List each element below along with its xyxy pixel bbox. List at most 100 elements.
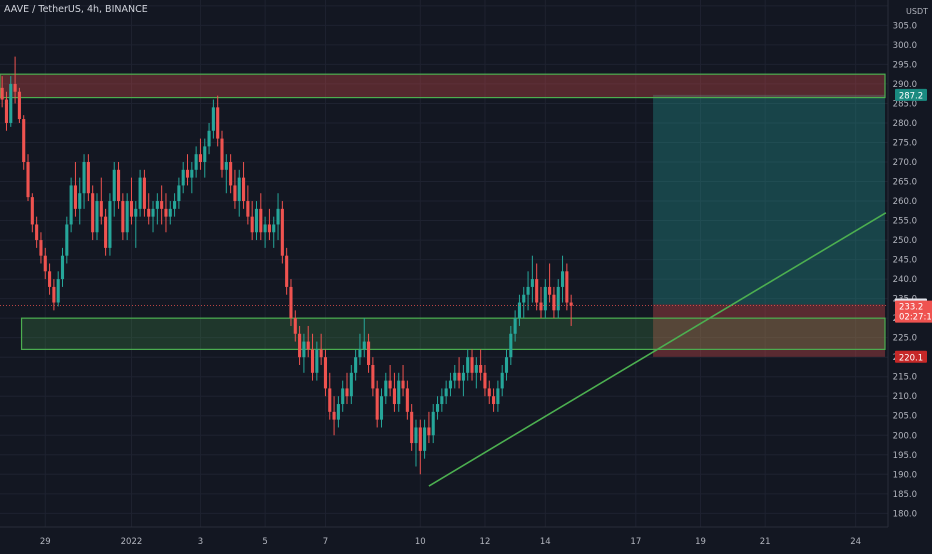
candle	[431, 404, 435, 444]
price-tick-label: 245.0	[893, 256, 917, 266]
candle	[30, 193, 34, 233]
candle-body	[160, 201, 164, 209]
candle-body	[0, 87, 4, 100]
candle	[466, 349, 470, 381]
candle	[267, 208, 271, 241]
candle-body	[500, 372, 504, 389]
candle-body	[216, 107, 220, 139]
candle-body	[332, 411, 336, 420]
candle-body	[198, 154, 202, 163]
candle-body	[384, 380, 388, 397]
candle	[474, 357, 478, 389]
candle-body	[151, 208, 155, 217]
candle	[224, 154, 228, 194]
time-tick-label: 2022	[121, 537, 143, 547]
candle	[332, 396, 336, 436]
price-tick-label: 210.0	[893, 392, 917, 402]
candle	[565, 263, 569, 311]
candle	[522, 286, 526, 319]
candle-body	[194, 154, 198, 170]
candle-body	[276, 208, 280, 225]
price-tick-label: 250.0	[893, 236, 917, 246]
candle	[60, 247, 65, 287]
candle-body	[121, 201, 125, 233]
candle-body	[26, 162, 30, 198]
candle-body	[513, 318, 517, 334]
price-tick-label: 300.0	[893, 41, 917, 51]
candle-body	[39, 240, 43, 256]
candle	[440, 388, 444, 412]
candle-body	[298, 333, 302, 358]
candle	[539, 286, 543, 319]
candle	[479, 349, 483, 381]
candle	[375, 380, 379, 428]
candle	[444, 380, 448, 405]
candle-body	[280, 208, 284, 256]
candle-body	[448, 380, 453, 389]
price-tick-label: 275.0	[893, 138, 917, 148]
candle	[280, 201, 284, 264]
candle	[185, 154, 190, 186]
candle-body	[233, 185, 237, 202]
candle	[470, 349, 474, 381]
candle	[177, 177, 181, 209]
candle-body	[302, 341, 306, 358]
candle	[535, 263, 539, 311]
candle-body	[289, 286, 293, 319]
candle-body	[267, 224, 271, 233]
price-tick-label: 260.0	[893, 197, 917, 207]
candle-body	[263, 224, 267, 233]
candle-body	[522, 294, 526, 303]
candle	[13, 56, 17, 104]
candle-body	[539, 302, 543, 311]
candle	[78, 177, 82, 225]
candle-body	[65, 224, 69, 256]
candle-body	[181, 169, 185, 186]
last-price-text: 233.2	[899, 303, 923, 313]
candle	[461, 364, 465, 397]
candle-body	[220, 138, 224, 170]
candle-body	[86, 162, 90, 194]
price-tick-label: 185.0	[893, 490, 917, 500]
candle	[358, 333, 362, 365]
target-price-label-text: 287.2	[899, 91, 923, 101]
candle-body	[134, 208, 138, 217]
candle	[168, 201, 172, 225]
candle-body	[444, 388, 448, 397]
price-tick-label: 305.0	[893, 21, 917, 31]
candle	[125, 193, 129, 241]
candle	[354, 349, 358, 381]
candle	[496, 380, 500, 412]
candle	[26, 154, 30, 202]
candle-body	[517, 302, 521, 319]
candle-body	[155, 201, 159, 209]
candle-body	[418, 427, 422, 451]
candle	[207, 122, 211, 155]
time-tick-label: 21	[760, 537, 771, 547]
price-tick-label: 295.0	[893, 60, 917, 70]
candle-body	[509, 333, 513, 358]
candle-body	[556, 286, 560, 311]
candle	[392, 372, 396, 412]
candle-body	[431, 411, 435, 436]
price-tick-label: 225.0	[893, 334, 917, 344]
candle	[211, 99, 215, 139]
candle	[341, 380, 345, 412]
candle-body	[108, 201, 112, 248]
candle	[95, 193, 99, 241]
candle-body	[259, 208, 263, 233]
candle-body	[125, 201, 129, 233]
candle	[56, 271, 60, 307]
candle-body	[168, 208, 172, 217]
resistance-zone	[0, 73, 886, 99]
candle-body	[328, 388, 332, 412]
price-tick-label: 240.0	[893, 275, 917, 285]
time-tick-label: 29	[40, 537, 51, 547]
candle	[17, 87, 21, 123]
candle-body	[306, 341, 310, 350]
trendline	[428, 212, 887, 487]
countdown-text: 02:27:16	[899, 313, 932, 323]
candle	[194, 146, 198, 178]
